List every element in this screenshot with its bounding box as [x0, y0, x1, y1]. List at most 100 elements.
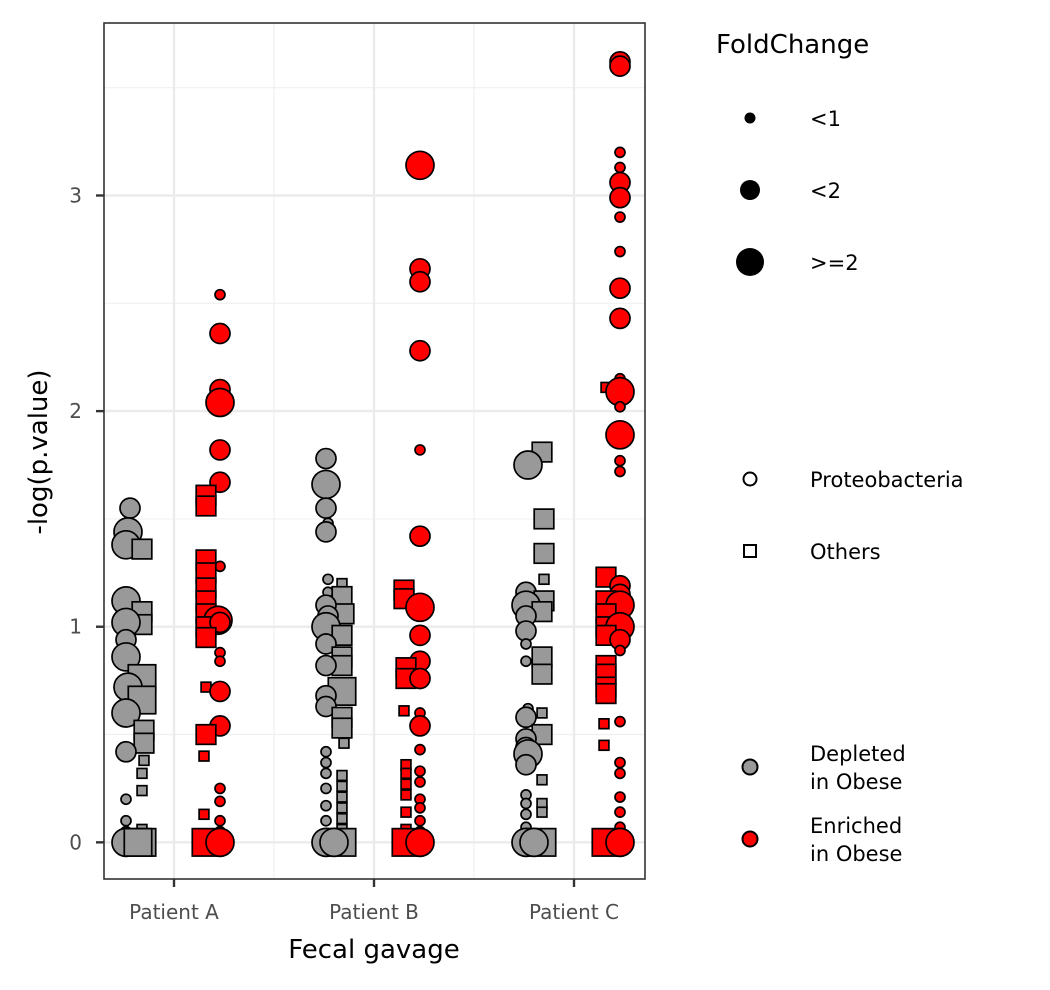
- data-point-square: [536, 806, 548, 818]
- data-point-circle: [315, 497, 337, 519]
- data-point-circle: [614, 767, 626, 780]
- data-point-circle: [214, 655, 226, 668]
- data-point-circle: [614, 756, 626, 769]
- data-point-square: [336, 802, 348, 814]
- data-point-square: [538, 573, 550, 586]
- legend: FoldChange <1 <2 >=2 Proteobacteria Others De…: [716, 30, 964, 866]
- data-point-square: [195, 495, 217, 517]
- data-point-circle: [405, 827, 435, 858]
- data-point-circle: [414, 814, 426, 827]
- data-point-square: [138, 754, 150, 767]
- data-point-circle: [409, 339, 431, 362]
- data-point-circle: [409, 270, 431, 293]
- data-point-circle: [311, 469, 341, 500]
- data-point-circle: [614, 400, 626, 413]
- data-point-square: [338, 737, 350, 749]
- data-point-circle: [405, 150, 435, 181]
- data-point-square: [195, 626, 217, 649]
- data-point-circle: [515, 753, 537, 776]
- data-point-circle: [414, 743, 426, 756]
- legend-size-label: <1: [810, 107, 841, 131]
- data-point-square: [533, 542, 555, 565]
- data-point-square: [195, 723, 217, 746]
- data-point-square: [598, 739, 610, 752]
- data-point-circle: [414, 801, 426, 814]
- data-point-circle: [214, 795, 226, 808]
- data-point-circle: [520, 797, 532, 810]
- data-point-square: [398, 705, 410, 717]
- data-point-circle: [414, 765, 426, 778]
- data-point-circle: [409, 715, 431, 737]
- data-point-circle: [614, 146, 626, 159]
- data-point-circle: [320, 745, 332, 758]
- data-point-square: [533, 508, 555, 530]
- data-point-circle: [119, 497, 141, 519]
- data-point-square: [198, 750, 210, 762]
- data-point-square: [336, 791, 348, 803]
- data-point-circle: [209, 680, 231, 703]
- data-point-circle: [614, 791, 626, 803]
- data-point-circle: [605, 827, 635, 858]
- data-point-circle: [320, 814, 332, 827]
- data-point-circle: [315, 633, 337, 655]
- plot-area: [103, 22, 646, 880]
- y-tick-label: 0: [69, 830, 82, 854]
- data-point-square: [136, 784, 148, 797]
- data-point-circle: [409, 624, 431, 647]
- y-tick-label: 2: [69, 399, 82, 423]
- data-point-circle: [320, 799, 332, 812]
- data-point-circle: [614, 644, 626, 657]
- data-point-square: [400, 778, 412, 790]
- data-point-circle: [405, 592, 435, 623]
- legend-size-label: <2: [810, 179, 841, 203]
- data-point-circle: [209, 322, 231, 345]
- legend-shape-label: Proteobacteria: [810, 468, 964, 492]
- data-point-circle: [414, 444, 426, 456]
- data-point-circle: [315, 654, 337, 677]
- legend-color-key: [741, 758, 759, 776]
- legend-color-key: [741, 830, 759, 848]
- y-tick-label: 1: [69, 615, 82, 639]
- data-point-circle: [414, 776, 426, 788]
- data-point-square: [536, 707, 548, 719]
- data-point-square: [336, 780, 348, 793]
- data-point-circle: [120, 814, 132, 827]
- data-point-circle: [520, 808, 532, 821]
- data-point-square: [400, 789, 412, 801]
- data-point-circle: [614, 211, 626, 223]
- data-point-circle: [614, 161, 626, 174]
- data-point-circle: [205, 387, 235, 418]
- data-point-square: [336, 769, 348, 782]
- data-point-square: [598, 718, 610, 730]
- data-point-square: [131, 538, 153, 560]
- data-point-square: [536, 774, 548, 786]
- data-point-circle: [214, 814, 226, 827]
- legend-size-label: >=2: [810, 251, 859, 275]
- data-point-circle: [315, 447, 337, 470]
- data-point-square: [400, 806, 412, 818]
- y-tick-label: 3: [69, 183, 82, 207]
- data-point-circle: [322, 573, 334, 586]
- data-point-circle: [609, 186, 631, 209]
- data-point-circle: [520, 638, 532, 650]
- data-point-circle: [115, 740, 137, 763]
- legend-title-foldchange: FoldChange: [716, 30, 869, 60]
- data-point-circle: [120, 793, 132, 806]
- data-point-square: [198, 808, 210, 821]
- data-point-circle: [519, 827, 549, 858]
- x-axis: Patient A Patient B Patient C: [129, 879, 619, 924]
- data-point-circle: [214, 288, 226, 301]
- data-point-square: [595, 682, 617, 705]
- data-point-circle: [515, 706, 537, 729]
- x-tick-label: Patient C: [529, 900, 619, 924]
- data-point-circle: [111, 698, 141, 728]
- x-tick-label: Patient A: [129, 900, 219, 924]
- data-point-circle: [320, 782, 332, 795]
- legend-shape-label: Others: [810, 540, 881, 564]
- legend-size-key: [736, 248, 764, 276]
- data-point-circle: [614, 454, 626, 467]
- data-point-square: [336, 812, 348, 825]
- data-point-circle: [614, 715, 626, 728]
- legend-shape-key-square: [743, 544, 757, 558]
